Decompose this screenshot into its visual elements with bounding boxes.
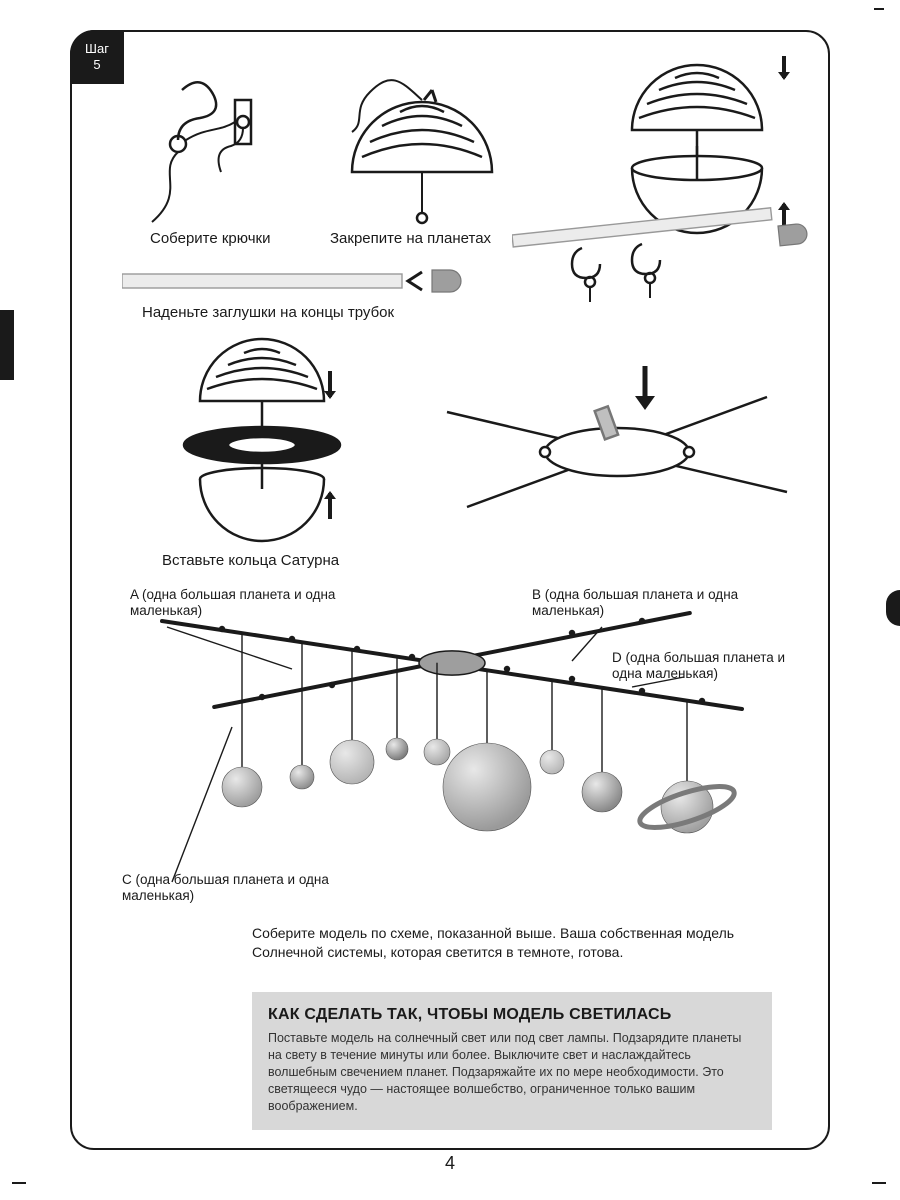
crop-mark	[874, 8, 884, 10]
label-hooks: Соберите крючки	[150, 230, 270, 249]
label-saturn-rings: Вставьте кольца Сатурна	[162, 552, 339, 571]
diagram-endcap-tube	[122, 262, 462, 302]
callout-d: D (одна большая планета и одна маленькая…	[612, 650, 802, 682]
glow-info-box: КАК СДЕЛАТЬ ТАК, ЧТОБЫ МОДЕЛЬ СВЕТИЛАСЬ …	[252, 992, 772, 1130]
page-frame: Шаг 5 Соберите крючки	[70, 30, 830, 1150]
diagram-sphere-and-tube	[512, 50, 822, 310]
diagram-hooks	[127, 72, 297, 232]
glow-info-text: Поставьте модель на солнечный свет или п…	[268, 1030, 756, 1114]
callout-a: A (одна большая планета и одна маленькая…	[130, 587, 360, 619]
crop-mark	[872, 1182, 886, 1184]
diagram-saturn-rings	[152, 337, 372, 547]
label-fix-on-planets: Закрепите на планетах	[330, 230, 491, 249]
assembly-body-text: Соберите модель по схеме, показанной выш…	[252, 924, 752, 962]
callout-c: C (одна большая планета и одна маленькая…	[122, 872, 372, 904]
step-tab: Шаг 5	[70, 30, 124, 84]
step-number: 5	[70, 57, 124, 73]
right-edge-mark	[886, 590, 900, 626]
glow-info-title: КАК СДЕЛАТЬ ТАК, ЧТОБЫ МОДЕЛЬ СВЕТИЛАСЬ	[268, 1006, 756, 1024]
diagram-solar-mobile	[122, 597, 782, 907]
step-label: Шаг	[70, 41, 124, 57]
left-edge-mark	[0, 310, 14, 380]
page-number: 4	[72, 1153, 828, 1174]
diagram-fix-on-planets	[322, 62, 512, 237]
callout-b: B (одна большая планета и одна маленькая…	[532, 587, 772, 619]
diagram-hub-rods	[432, 342, 802, 552]
label-endcaps: Наденьте заглушки на концы трубок	[142, 304, 394, 323]
crop-mark	[12, 1182, 26, 1184]
